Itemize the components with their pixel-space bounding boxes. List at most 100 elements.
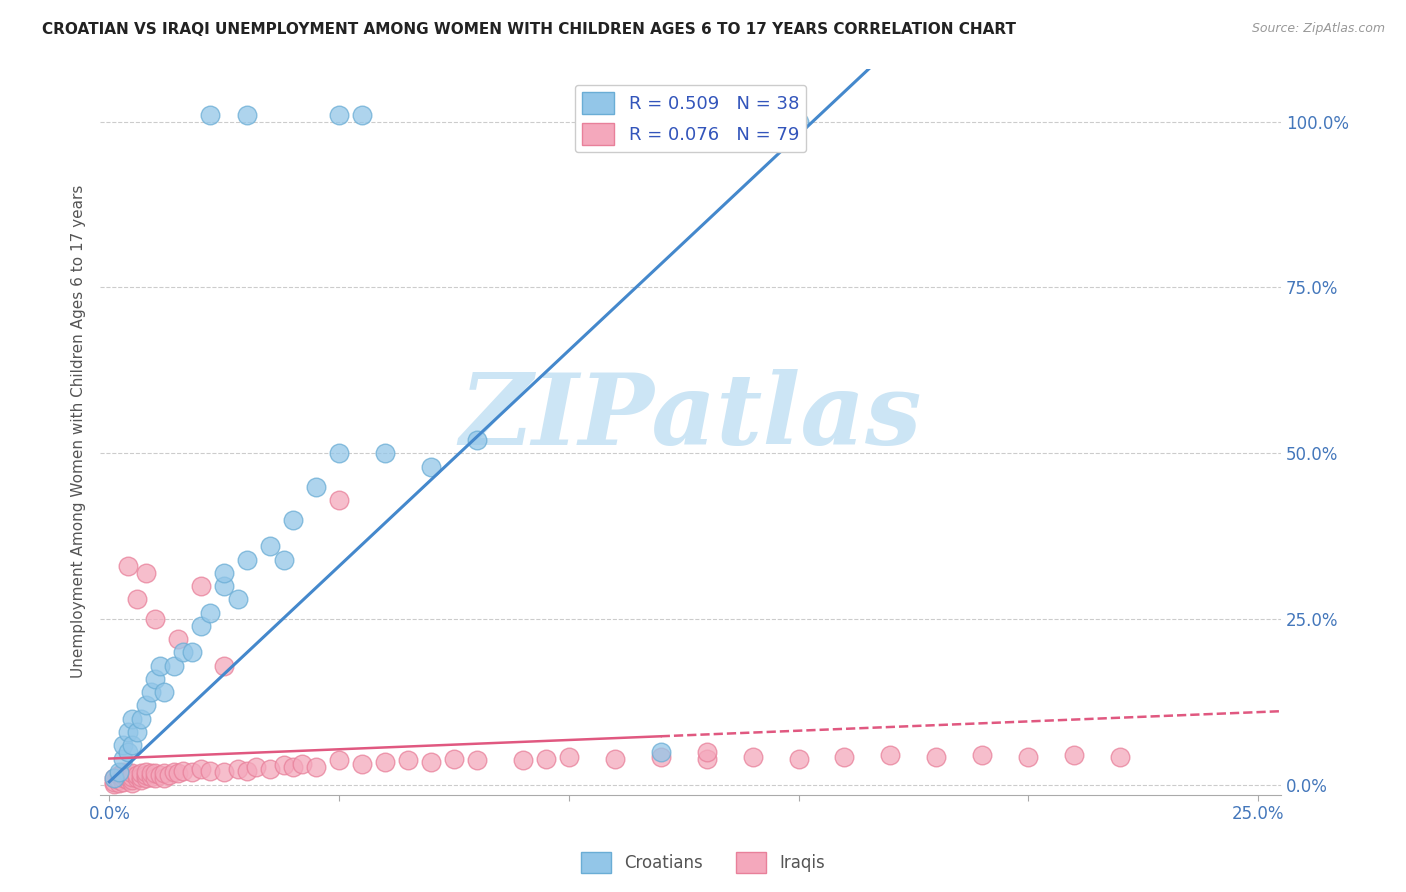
Iraqis bbox=[236, 764, 259, 778]
Iraqis bbox=[190, 579, 212, 593]
Croatians bbox=[149, 658, 172, 673]
Croatians bbox=[259, 539, 281, 553]
Iraqis bbox=[157, 768, 180, 782]
Croatians bbox=[787, 114, 810, 128]
Croatians bbox=[103, 772, 125, 786]
Croatians bbox=[190, 619, 212, 633]
Iraqis bbox=[291, 756, 314, 771]
Croatians bbox=[212, 566, 235, 580]
Croatians bbox=[465, 433, 488, 447]
Iraqis bbox=[328, 753, 350, 767]
Iraqis bbox=[135, 566, 157, 580]
Iraqis bbox=[190, 762, 212, 776]
Croatians bbox=[200, 108, 222, 122]
Iraqis bbox=[350, 756, 373, 771]
Iraqis bbox=[143, 612, 166, 626]
Iraqis bbox=[131, 770, 153, 784]
Iraqis bbox=[465, 753, 488, 767]
Iraqis bbox=[281, 759, 304, 773]
Iraqis bbox=[879, 748, 901, 763]
Iraqis bbox=[328, 492, 350, 507]
Croatians bbox=[273, 552, 295, 566]
Iraqis bbox=[135, 768, 157, 782]
Iraqis bbox=[226, 762, 249, 776]
Iraqis bbox=[834, 750, 856, 764]
Croatians bbox=[153, 685, 176, 699]
Iraqis bbox=[139, 766, 162, 780]
Text: CROATIAN VS IRAQI UNEMPLOYMENT AMONG WOMEN WITH CHILDREN AGES 6 TO 17 YEARS CORR: CROATIAN VS IRAQI UNEMPLOYMENT AMONG WOM… bbox=[42, 22, 1017, 37]
Iraqis bbox=[103, 777, 125, 791]
Iraqis bbox=[420, 755, 443, 769]
Iraqis bbox=[121, 766, 143, 780]
Iraqis bbox=[443, 751, 465, 765]
Croatians bbox=[650, 745, 672, 759]
Iraqis bbox=[167, 632, 190, 647]
Croatians bbox=[212, 579, 235, 593]
Iraqis bbox=[143, 772, 166, 786]
Croatians bbox=[305, 479, 328, 493]
Iraqis bbox=[650, 750, 672, 764]
Iraqis bbox=[374, 755, 396, 769]
Iraqis bbox=[135, 772, 157, 786]
Text: Source: ZipAtlas.com: Source: ZipAtlas.com bbox=[1251, 22, 1385, 36]
Croatians bbox=[163, 658, 186, 673]
Iraqis bbox=[167, 766, 190, 780]
Iraqis bbox=[117, 772, 139, 787]
Croatians bbox=[117, 745, 139, 759]
Iraqis bbox=[273, 758, 295, 772]
Iraqis bbox=[121, 776, 143, 790]
Iraqis bbox=[117, 766, 139, 780]
Iraqis bbox=[112, 764, 135, 779]
Iraqis bbox=[107, 772, 129, 787]
Iraqis bbox=[131, 766, 153, 780]
Croatians bbox=[112, 751, 135, 765]
Iraqis bbox=[107, 776, 129, 790]
Croatians bbox=[121, 712, 143, 726]
Iraqis bbox=[558, 750, 581, 764]
Croatians bbox=[236, 552, 259, 566]
Croatians bbox=[143, 672, 166, 686]
Iraqis bbox=[139, 770, 162, 784]
Iraqis bbox=[512, 753, 534, 767]
Iraqis bbox=[200, 764, 222, 778]
Iraqis bbox=[1109, 750, 1132, 764]
Croatians bbox=[112, 739, 135, 753]
Iraqis bbox=[112, 772, 135, 786]
Legend: R = 0.509   N = 38, R = 0.076   N = 79: R = 0.509 N = 38, R = 0.076 N = 79 bbox=[575, 85, 807, 153]
Croatians bbox=[226, 592, 249, 607]
Croatians bbox=[107, 764, 129, 779]
Iraqis bbox=[107, 768, 129, 782]
Croatians bbox=[181, 645, 204, 659]
Croatians bbox=[281, 513, 304, 527]
Iraqis bbox=[1063, 748, 1085, 763]
Iraqis bbox=[131, 772, 153, 787]
Iraqis bbox=[125, 768, 148, 782]
Iraqis bbox=[153, 772, 176, 786]
Iraqis bbox=[112, 768, 135, 782]
Iraqis bbox=[117, 559, 139, 574]
Croatians bbox=[139, 685, 162, 699]
Iraqis bbox=[125, 772, 148, 786]
Legend: Croatians, Iraqis: Croatians, Iraqis bbox=[574, 846, 832, 880]
Iraqis bbox=[696, 745, 718, 759]
Iraqis bbox=[121, 770, 143, 784]
Iraqis bbox=[143, 766, 166, 780]
Iraqis bbox=[103, 774, 125, 789]
Iraqis bbox=[181, 764, 204, 779]
Iraqis bbox=[135, 764, 157, 779]
Y-axis label: Unemployment Among Women with Children Ages 6 to 17 years: Unemployment Among Women with Children A… bbox=[72, 186, 86, 679]
Iraqis bbox=[972, 748, 994, 763]
Iraqis bbox=[112, 774, 135, 789]
Iraqis bbox=[212, 658, 235, 673]
Croatians bbox=[121, 739, 143, 753]
Croatians bbox=[135, 698, 157, 713]
Iraqis bbox=[153, 766, 176, 780]
Iraqis bbox=[1017, 750, 1039, 764]
Iraqis bbox=[212, 764, 235, 779]
Croatians bbox=[125, 725, 148, 739]
Croatians bbox=[328, 446, 350, 460]
Iraqis bbox=[925, 750, 948, 764]
Croatians bbox=[200, 606, 222, 620]
Iraqis bbox=[741, 750, 763, 764]
Iraqis bbox=[396, 753, 419, 767]
